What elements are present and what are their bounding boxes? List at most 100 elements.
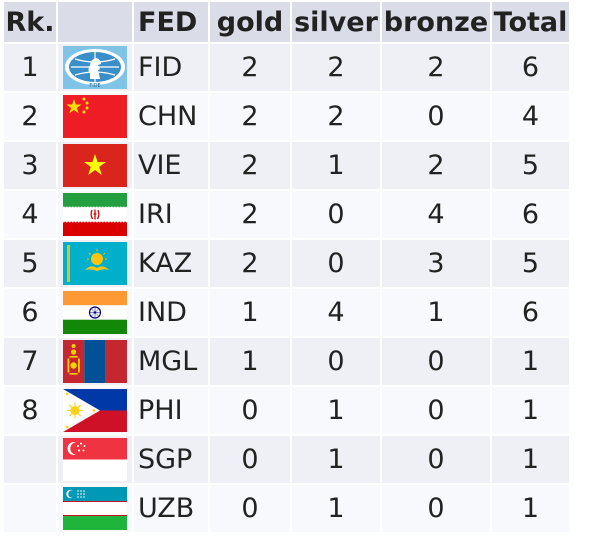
total-header: Total — [492, 2, 569, 42]
bronze-cell: 0 — [382, 338, 490, 385]
silver-cell: 1 — [292, 142, 380, 189]
silver-cell: 0 — [292, 240, 380, 287]
gold-cell: 1 — [210, 338, 290, 385]
svg-text:FIDE: FIDE — [89, 83, 100, 89]
fed-cell: VIE — [134, 142, 208, 189]
china-flag-icon — [63, 95, 127, 138]
rank-cell: 4 — [4, 191, 56, 238]
rank-cell: 1 — [4, 44, 56, 91]
bronze-cell: 0 — [382, 436, 490, 483]
table-row: 5 KAZ 2 0 3 — [4, 240, 569, 287]
table-row: 3 VIE 2 1 2 5 — [4, 142, 569, 189]
flag-cell — [58, 387, 132, 434]
fide-flag-icon: FIDE — [63, 46, 127, 89]
header-row: Rk. FED gold silver bronze Total — [4, 2, 569, 42]
medal-table: Rk. FED gold silver bronze Total 1 FIDE — [2, 0, 571, 534]
rank-cell: 3 — [4, 142, 56, 189]
table-row: 2 CHN 2 2 0 4 — [4, 93, 569, 140]
flag-header — [58, 2, 132, 42]
table-row: 7 MGL 1 — [4, 338, 569, 385]
fed-header: FED — [134, 2, 208, 42]
philippines-flag-icon — [63, 389, 127, 432]
fed-cell: IND — [134, 289, 208, 336]
gold-header: gold — [210, 2, 290, 42]
iran-flag-icon — [63, 193, 127, 236]
fed-cell: KAZ — [134, 240, 208, 287]
fed-cell: IRI — [134, 191, 208, 238]
rank-cell — [4, 485, 56, 532]
flag-cell — [58, 240, 132, 287]
bronze-cell: 0 — [382, 485, 490, 532]
bronze-cell: 2 — [382, 44, 490, 91]
total-cell: 1 — [492, 387, 569, 434]
total-cell: 1 — [492, 436, 569, 483]
fed-cell: PHI — [134, 387, 208, 434]
bronze-header: bronze — [382, 2, 490, 42]
silver-cell: 2 — [292, 93, 380, 140]
singapore-flag-icon — [63, 438, 127, 481]
table-row: 8 PHI — [4, 387, 569, 434]
flag-cell — [58, 436, 132, 483]
flag-cell — [58, 142, 132, 189]
table-row: 1 FIDE FID 2 2 2 6 — [4, 44, 569, 91]
flag-cell — [58, 485, 132, 532]
silver-header: silver — [292, 2, 380, 42]
rank-cell: 7 — [4, 338, 56, 385]
flag-cell — [58, 93, 132, 140]
fed-cell: MGL — [134, 338, 208, 385]
gold-cell: 0 — [210, 387, 290, 434]
total-cell: 5 — [492, 240, 569, 287]
total-cell: 5 — [492, 142, 569, 189]
silver-cell: 1 — [292, 387, 380, 434]
silver-cell: 2 — [292, 44, 380, 91]
flag-cell — [58, 289, 132, 336]
gold-cell: 2 — [210, 240, 290, 287]
rank-cell: 8 — [4, 387, 56, 434]
rank-cell: 5 — [4, 240, 56, 287]
gold-cell: 2 — [210, 44, 290, 91]
total-cell: 6 — [492, 44, 569, 91]
total-cell: 4 — [492, 93, 569, 140]
total-cell: 6 — [492, 289, 569, 336]
table-row: 6 IND 1 4 1 — [4, 289, 569, 336]
mongolia-flag-icon — [63, 340, 127, 383]
table-row: SGP 0 1 0 1 — [4, 436, 569, 483]
table-row: 4 IRI 2 0 4 6 — [4, 191, 569, 238]
fed-cell: CHN — [134, 93, 208, 140]
flag-cell: FIDE — [58, 44, 132, 91]
bronze-cell: 0 — [382, 387, 490, 434]
bronze-cell: 4 — [382, 191, 490, 238]
kazakhstan-flag-icon — [63, 242, 127, 285]
india-flag-icon — [63, 291, 127, 334]
table-row: UZB 0 1 0 1 — [4, 485, 569, 532]
silver-cell: 4 — [292, 289, 380, 336]
gold-cell: 1 — [210, 289, 290, 336]
gold-cell: 2 — [210, 191, 290, 238]
fed-cell: FID — [134, 44, 208, 91]
bronze-cell: 3 — [382, 240, 490, 287]
total-cell: 1 — [492, 338, 569, 385]
vietnam-flag-icon — [63, 144, 127, 187]
silver-cell: 1 — [292, 485, 380, 532]
fed-cell: UZB — [134, 485, 208, 532]
gold-cell: 0 — [210, 436, 290, 483]
uzbekistan-flag-icon — [63, 487, 127, 530]
bronze-cell: 1 — [382, 289, 490, 336]
gold-cell: 2 — [210, 93, 290, 140]
flag-cell — [58, 338, 132, 385]
total-cell: 1 — [492, 485, 569, 532]
total-cell: 6 — [492, 191, 569, 238]
gold-cell: 2 — [210, 142, 290, 189]
silver-cell: 0 — [292, 191, 380, 238]
fed-cell: SGP — [134, 436, 208, 483]
silver-cell: 0 — [292, 338, 380, 385]
bronze-cell: 0 — [382, 93, 490, 140]
rank-header: Rk. — [4, 2, 56, 42]
rank-cell: 2 — [4, 93, 56, 140]
silver-cell: 1 — [292, 436, 380, 483]
rank-cell — [4, 436, 56, 483]
gold-cell: 0 — [210, 485, 290, 532]
bronze-cell: 2 — [382, 142, 490, 189]
flag-cell — [58, 191, 132, 238]
rank-cell: 6 — [4, 289, 56, 336]
